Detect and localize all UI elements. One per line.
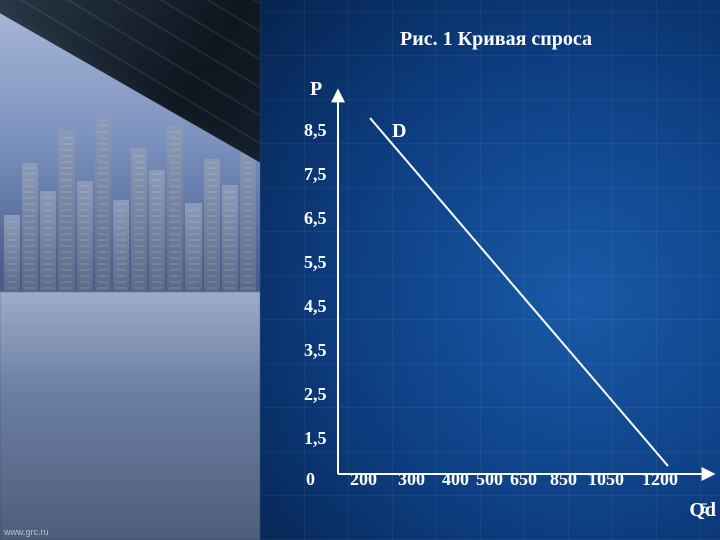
- chart-svg: [338, 94, 710, 498]
- water-reflection: [0, 292, 260, 540]
- y-tick: 8,5: [304, 120, 327, 141]
- background-city: www.grc.ru: [0, 0, 260, 540]
- y-tick: 4,5: [304, 296, 327, 317]
- y-tick: 3,5: [304, 340, 327, 361]
- y-tick: 6,5: [304, 208, 327, 229]
- demand-curve: [370, 118, 668, 466]
- page-number: 5: [700, 500, 708, 516]
- watermark: www.grc.ru: [4, 527, 49, 537]
- y-tick: 1,5: [304, 428, 327, 449]
- demand-chart: Рис. 1 Кривая спроса P Qd D 0 8,5 7,5 6,…: [310, 20, 710, 520]
- y-tick: 7,5: [304, 164, 327, 185]
- chart-title: Рис. 1 Кривая спроса: [400, 28, 592, 51]
- slide: www.grc.ru Рис. 1 Кривая спроса P Qd D 0…: [0, 0, 720, 540]
- y-axis-label: P: [310, 78, 322, 101]
- y-tick: 2,5: [304, 384, 327, 405]
- origin-label: 0: [306, 469, 315, 490]
- y-tick: 5,5: [304, 252, 327, 273]
